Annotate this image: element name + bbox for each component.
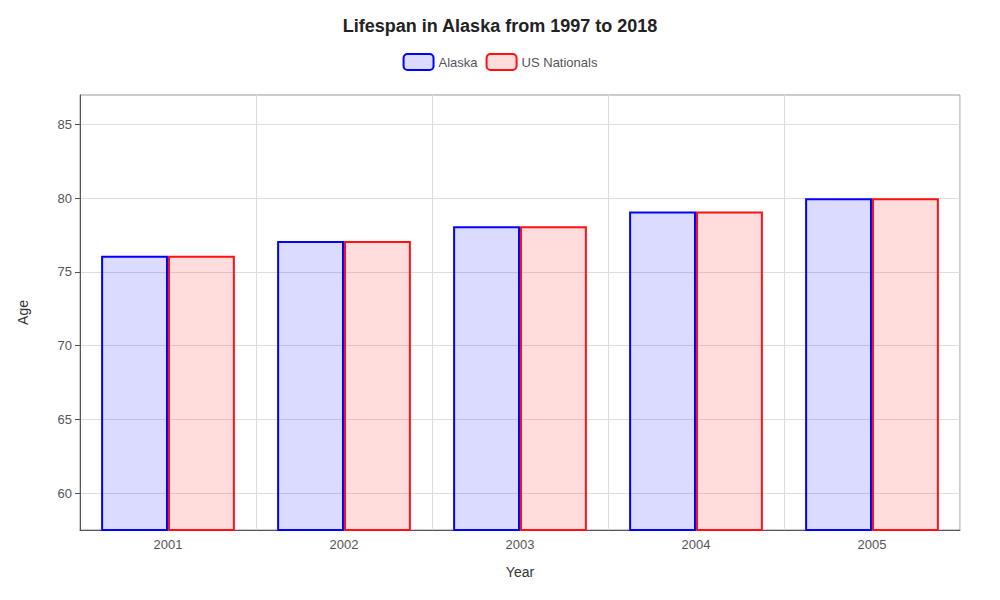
svg-text:Lifespan in Alaska from 1997 t: Lifespan in Alaska from 1997 to 2018: [343, 16, 657, 36]
svg-text:75: 75: [58, 264, 72, 279]
svg-text:80: 80: [58, 191, 72, 206]
svg-text:2001: 2001: [154, 537, 183, 552]
svg-text:2003: 2003: [506, 537, 535, 552]
svg-text:Alaska: Alaska: [439, 55, 479, 70]
svg-text:65: 65: [58, 412, 72, 427]
svg-text:70: 70: [58, 338, 72, 353]
svg-text:85: 85: [58, 117, 72, 132]
svg-text:Age: Age: [15, 300, 31, 325]
svg-text:2002: 2002: [330, 537, 359, 552]
svg-text:2005: 2005: [858, 537, 887, 552]
svg-text:Year: Year: [506, 564, 535, 580]
svg-text:US Nationals: US Nationals: [522, 55, 598, 70]
svg-text:2004: 2004: [682, 537, 711, 552]
svg-text:60: 60: [58, 486, 72, 501]
